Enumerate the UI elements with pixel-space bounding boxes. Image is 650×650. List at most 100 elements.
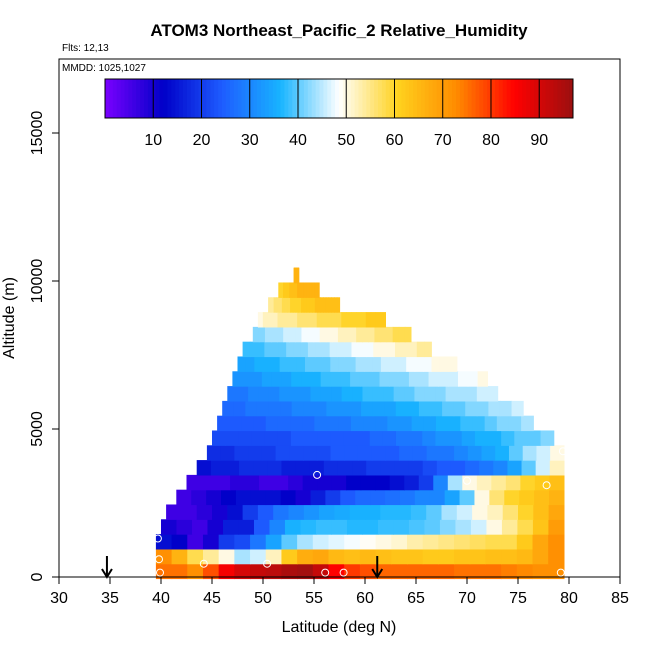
colorbar-swatch bbox=[553, 79, 558, 118]
rh-cell bbox=[176, 519, 193, 535]
rh-cell bbox=[311, 282, 314, 298]
rh-cell bbox=[330, 445, 345, 461]
rh-cell bbox=[237, 356, 247, 372]
rh-cell bbox=[303, 445, 318, 461]
rh-cell bbox=[281, 548, 298, 565]
rh-cell bbox=[267, 312, 274, 328]
curtain-band bbox=[278, 282, 320, 298]
rh-cell bbox=[472, 415, 486, 432]
rh-cell bbox=[362, 386, 374, 402]
rh-cell bbox=[389, 371, 400, 387]
rh-cell bbox=[549, 474, 565, 491]
rh-cell bbox=[300, 341, 309, 358]
rh-cell bbox=[359, 371, 371, 387]
rh-cell bbox=[331, 519, 348, 535]
curtain-band bbox=[222, 400, 524, 417]
rh-cell bbox=[267, 460, 283, 476]
colorbar-swatch bbox=[163, 79, 168, 118]
rh-cell bbox=[347, 356, 357, 372]
colorbar-swatch bbox=[335, 79, 340, 118]
rh-cell bbox=[277, 312, 284, 328]
data-layer bbox=[101, 267, 567, 580]
rh-cell bbox=[277, 326, 284, 343]
rh-cell bbox=[218, 534, 235, 550]
colorbar-swatch bbox=[350, 79, 356, 118]
rh-cell bbox=[288, 356, 298, 372]
rh-cell bbox=[430, 400, 443, 417]
rh-cell bbox=[261, 371, 273, 387]
rh-cell bbox=[331, 386, 343, 402]
rh-cell bbox=[440, 445, 455, 461]
rh-cell bbox=[323, 297, 327, 313]
rh-cell bbox=[284, 519, 302, 535]
colorbar-swatch bbox=[541, 79, 547, 118]
y-axis: 0 5000 10000 15000 bbox=[29, 111, 59, 581]
colorbar-swatch bbox=[132, 79, 137, 118]
rh-cell bbox=[249, 341, 258, 358]
rh-cell bbox=[300, 386, 312, 402]
curtain-band bbox=[212, 430, 555, 446]
colorbar-swatch bbox=[370, 79, 375, 118]
rh-cell bbox=[422, 460, 438, 476]
rh-cell bbox=[283, 282, 286, 298]
rh-cell bbox=[298, 267, 300, 284]
rh-cell bbox=[459, 489, 476, 506]
rh-cell bbox=[418, 474, 434, 491]
rh-cell bbox=[242, 341, 251, 358]
rh-cell bbox=[456, 504, 473, 520]
rh-cell bbox=[326, 312, 333, 328]
rh-cell bbox=[445, 386, 457, 402]
rh-cell bbox=[257, 341, 265, 358]
rh-cell bbox=[344, 445, 359, 461]
rh-cell bbox=[422, 563, 439, 580]
rh-cell bbox=[265, 534, 283, 550]
rh-cell bbox=[340, 371, 351, 387]
rh-cell bbox=[181, 504, 198, 520]
rh-cell bbox=[454, 563, 471, 580]
rh-cell bbox=[212, 504, 228, 520]
rh-cell bbox=[234, 548, 251, 565]
rh-cell bbox=[288, 504, 305, 520]
rh-cell bbox=[532, 534, 549, 550]
rh-cell bbox=[206, 489, 222, 506]
x-axis-title: Latitude (deg N) bbox=[282, 619, 397, 636]
rh-cell bbox=[281, 297, 286, 313]
curtain-band bbox=[268, 297, 341, 313]
rh-cell bbox=[476, 400, 489, 417]
rh-cell bbox=[309, 282, 312, 298]
rh-cell bbox=[270, 297, 275, 313]
rh-cell bbox=[207, 519, 224, 535]
rh-cell bbox=[302, 474, 318, 491]
rh-cell bbox=[308, 282, 311, 298]
rh-cell bbox=[268, 386, 280, 402]
colorbar-swatch bbox=[284, 79, 289, 118]
flights-label: Flts: 12,13 bbox=[62, 43, 109, 54]
rh-cell bbox=[349, 504, 366, 520]
rh-cell bbox=[501, 519, 519, 535]
rh-cell bbox=[370, 312, 377, 328]
rh-cell bbox=[186, 474, 202, 491]
rh-cell bbox=[290, 297, 294, 313]
x-tick-label: 60 bbox=[356, 590, 374, 607]
rh-cell bbox=[269, 519, 286, 535]
colorbar-tick-label: 70 bbox=[434, 132, 452, 149]
rh-cell bbox=[436, 460, 452, 476]
rh-cell bbox=[279, 356, 289, 372]
rh-cell bbox=[251, 430, 266, 446]
rh-cell bbox=[336, 297, 341, 313]
rh-cell bbox=[350, 415, 364, 432]
colorbar-swatch bbox=[444, 79, 449, 118]
rh-cell bbox=[448, 356, 458, 372]
rh-cell bbox=[350, 326, 357, 343]
x-tick-label: 80 bbox=[560, 590, 578, 607]
y-axis-title: Altitude (m) bbox=[1, 277, 18, 359]
colorbar-swatch bbox=[409, 79, 414, 118]
x-tick-label: 35 bbox=[101, 590, 119, 607]
rh-cell bbox=[346, 474, 362, 491]
rh-cell bbox=[391, 563, 408, 580]
rh-cell bbox=[359, 534, 377, 550]
colorbar-swatch bbox=[175, 79, 180, 118]
rh-cell bbox=[408, 460, 424, 476]
colorbar-swatch bbox=[526, 79, 531, 118]
rh-cell bbox=[275, 445, 290, 461]
